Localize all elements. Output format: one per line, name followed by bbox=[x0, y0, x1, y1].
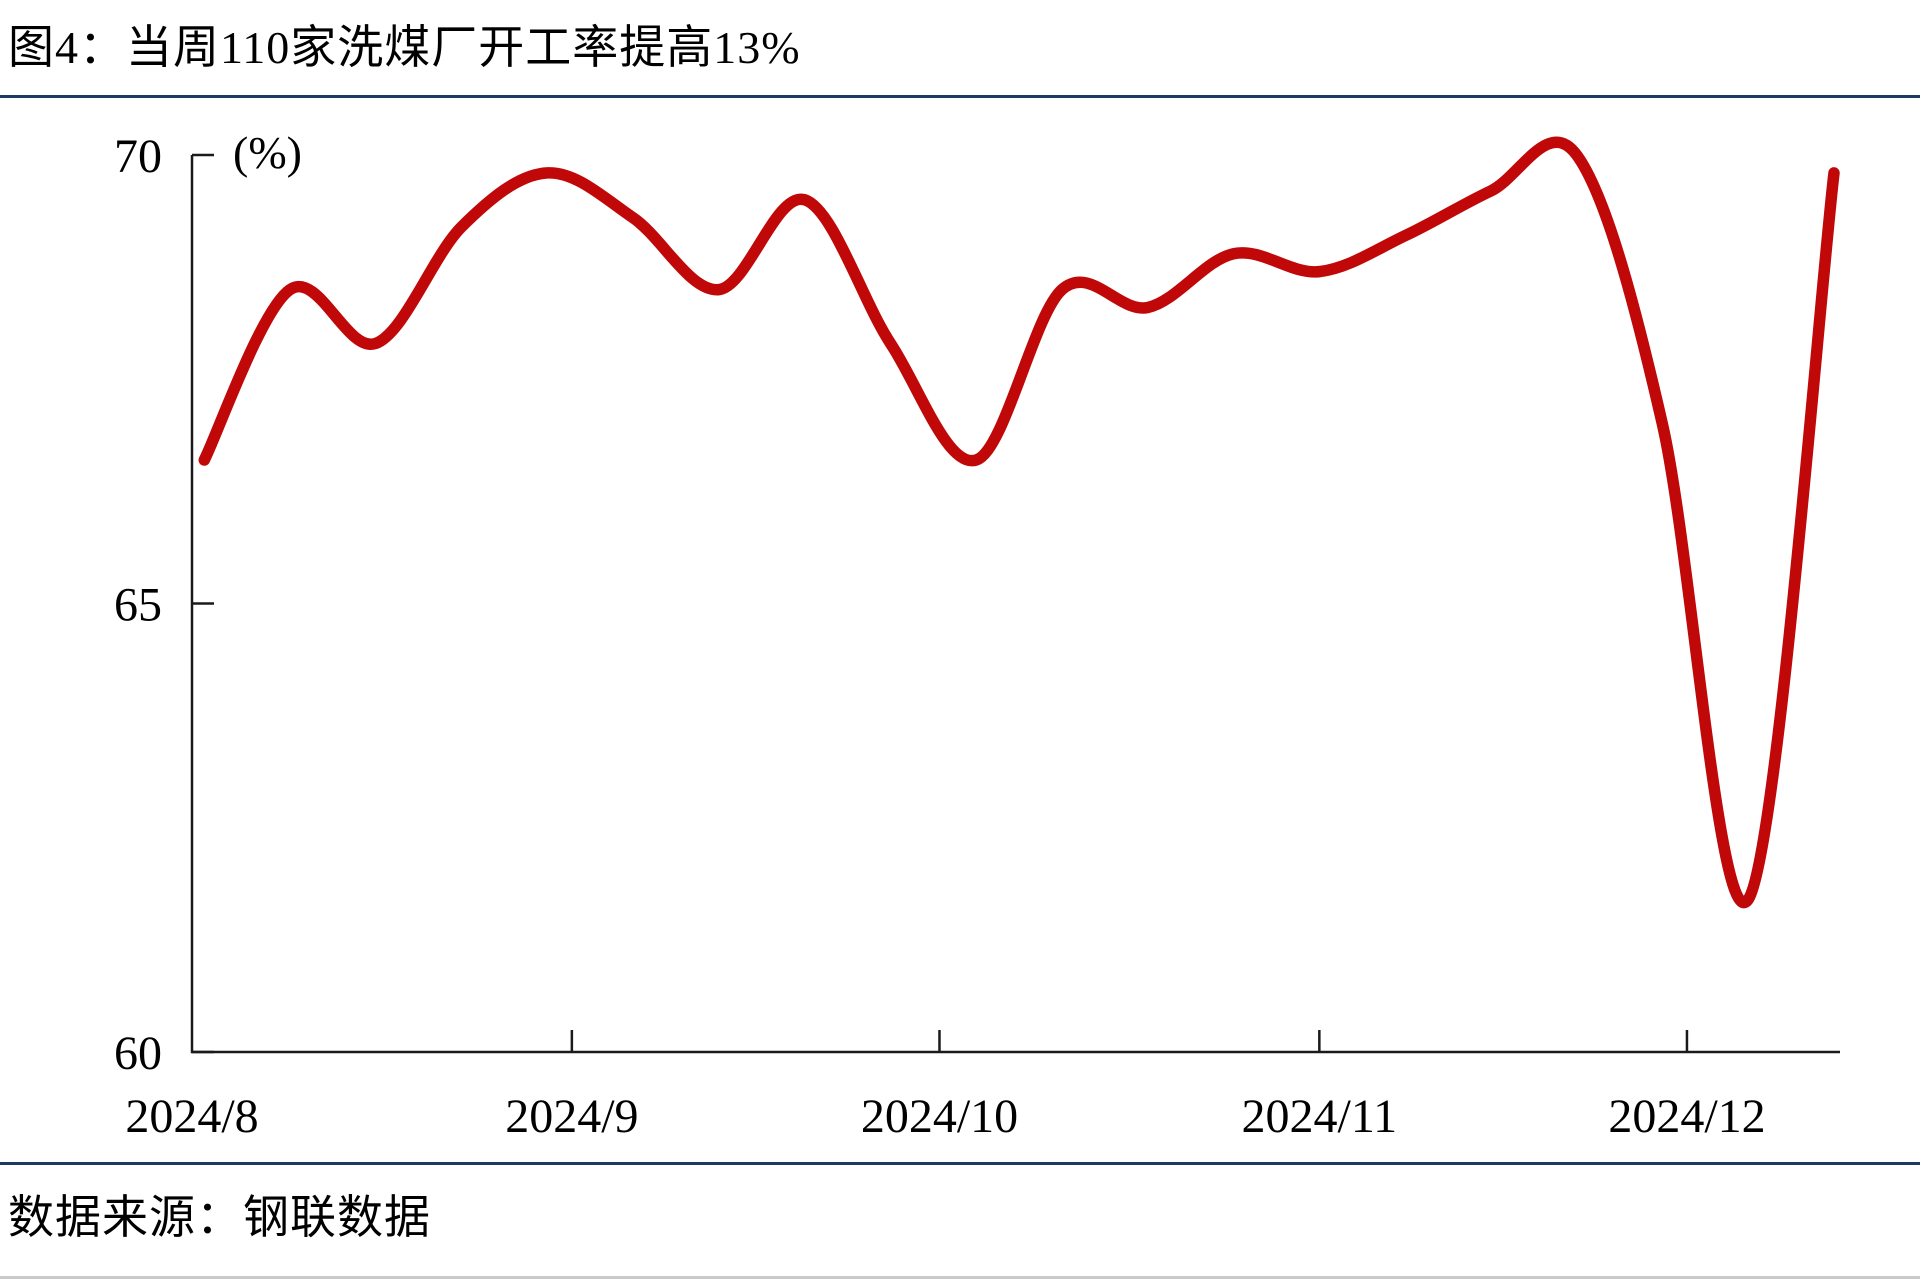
y-tick-label-70: 70 bbox=[114, 130, 162, 183]
y-tick-label-60: 60 bbox=[114, 1027, 162, 1080]
axis-ticks bbox=[192, 153, 1689, 1054]
x-tick-label-2024-12: 2024/12 bbox=[1608, 1090, 1765, 1143]
x-tick-label-2024-11: 2024/11 bbox=[1242, 1090, 1398, 1143]
x-tick-label-2024-10: 2024/10 bbox=[861, 1090, 1018, 1143]
y-tick-label-65: 65 bbox=[114, 579, 162, 632]
x-tick-label-2024-9: 2024/9 bbox=[505, 1090, 638, 1143]
title-divider bbox=[0, 95, 1920, 98]
figure-title: 图4：当周110家洗煤厂开工率提高13% bbox=[8, 22, 801, 73]
series-line bbox=[198, 136, 1840, 909]
source-divider bbox=[0, 1162, 1920, 1165]
page-bottom-edge bbox=[0, 1276, 1920, 1279]
line-chart: (%) 70 65 60 2024/8 2024/9 2024/10 2024/… bbox=[114, 127, 1840, 1143]
data-source: 数据来源：钢联数据 bbox=[8, 1192, 431, 1243]
axes bbox=[190, 155, 1840, 1054]
x-tick-label-2024-8: 2024/8 bbox=[125, 1090, 258, 1143]
y-axis-unit-label: (%) bbox=[233, 127, 302, 178]
